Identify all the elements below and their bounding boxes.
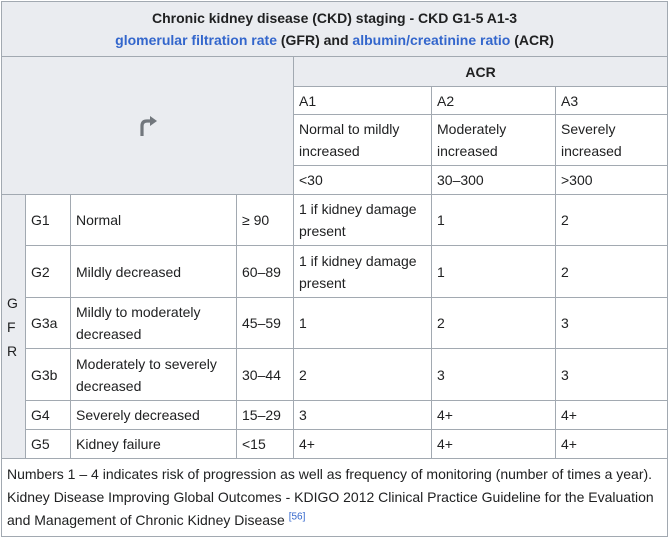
table-row: G2 Mildly decreased 60–89 1 if kidney da… (2, 245, 669, 298)
table-row: G3b Moderately to severely decreased 30–… (2, 348, 669, 401)
table-row: G3a Mildly to moderately decreased 45–59… (2, 297, 669, 349)
stage-code: G5 (25, 429, 71, 459)
gfr-range: 15–29 (236, 400, 294, 430)
caption-acr-abbr: (ACR) (510, 32, 554, 48)
stage-desc: Mildly decreased (70, 245, 237, 298)
risk-a3: 3 (554, 297, 669, 349)
footer-source: Kidney Disease Improving Global Outcomes… (7, 489, 654, 528)
risk-a2: 4+ (431, 429, 556, 459)
gfr-letter-f: F (7, 318, 16, 335)
risk-a1: 1 if kidney damage present (293, 194, 432, 246)
acr-range-a3: >300 (554, 165, 669, 195)
acr-desc-a3: Severely increased (554, 114, 669, 166)
risk-a3: 3 (554, 348, 669, 401)
stage-code: G3b (25, 348, 71, 401)
risk-a1: 2 (293, 348, 432, 401)
risk-a3: 2 (554, 194, 669, 246)
footer-note: Numbers 1 – 4 indicates risk of progress… (7, 466, 653, 482)
risk-a1: 4+ (293, 429, 432, 459)
acr-code-a2: A2 (431, 86, 556, 115)
acr-desc-a1: Normal to mildly increased (293, 114, 432, 166)
risk-a2: 1 (431, 245, 556, 298)
caption-title: Chronic kidney disease (CKD) staging - C… (151, 10, 518, 26)
corner-cell (1, 56, 294, 195)
gfr-range: 60–89 (236, 245, 294, 298)
stage-desc: Normal (70, 194, 237, 246)
table-row: G4 Severely decreased 15–29 3 4+ 4+ (2, 400, 669, 430)
acr-code-a3: A3 (554, 86, 669, 115)
acr-desc-a2: Moderately increased (431, 114, 556, 166)
gfr-link[interactable]: glomerular filtration rate (115, 32, 277, 48)
caption-gfr-abbr: (GFR) and (276, 32, 353, 48)
risk-a1: 3 (293, 400, 432, 430)
gfr-range: <15 (236, 429, 294, 459)
risk-a1: 1 (293, 297, 432, 349)
risk-a2: 3 (431, 348, 556, 401)
acr-link[interactable]: albumin/creatinine ratio (352, 32, 511, 48)
stage-code: G1 (25, 194, 71, 246)
risk-a2: 1 (431, 194, 556, 246)
acr-code-a1: A1 (293, 86, 432, 115)
table-caption: Chronic kidney disease (CKD) staging - C… (0, 1, 669, 57)
acr-range-a1: <30 (293, 165, 432, 195)
acr-header: ACR (292, 56, 669, 87)
risk-a2: 2 (431, 297, 556, 349)
ckd-staging-table: Chronic kidney disease (CKD) staging - C… (0, 1, 669, 537)
risk-a3: 2 (554, 245, 669, 298)
stage-code: G4 (25, 400, 71, 430)
stage-code: G2 (25, 245, 71, 298)
gfr-vertical-label: G F R (1, 194, 26, 459)
stage-desc: Moderately to severely decreased (70, 348, 237, 401)
reference-link[interactable]: [56] (288, 511, 306, 523)
risk-a1: 1 if kidney damage present (293, 245, 432, 298)
stage-code: G3a (25, 297, 71, 349)
stage-desc: Severely decreased (70, 400, 237, 430)
risk-a3: 4+ (554, 429, 669, 459)
gfr-letter-g: G (7, 294, 18, 311)
stage-desc: Kidney failure (70, 429, 237, 459)
acr-range-a2: 30–300 (431, 165, 556, 195)
redirect-arrow-icon (137, 115, 159, 136)
gfr-letter-r: R (7, 342, 18, 359)
risk-a3: 4+ (554, 400, 669, 430)
stage-desc: Mildly to moderately decreased (70, 297, 237, 349)
table-row: G F R G1 Normal ≥ 90 1 if kidney damage … (1, 194, 669, 459)
risk-a2: 4+ (431, 400, 556, 430)
table-footer: Numbers 1 – 4 indicates risk of progress… (0, 458, 669, 537)
table-row: G5 Kidney failure <15 4+ 4+ 4+ (2, 429, 669, 459)
gfr-range: ≥ 90 (236, 194, 294, 246)
gfr-range: 45–59 (236, 297, 294, 349)
gfr-range: 30–44 (236, 348, 294, 401)
